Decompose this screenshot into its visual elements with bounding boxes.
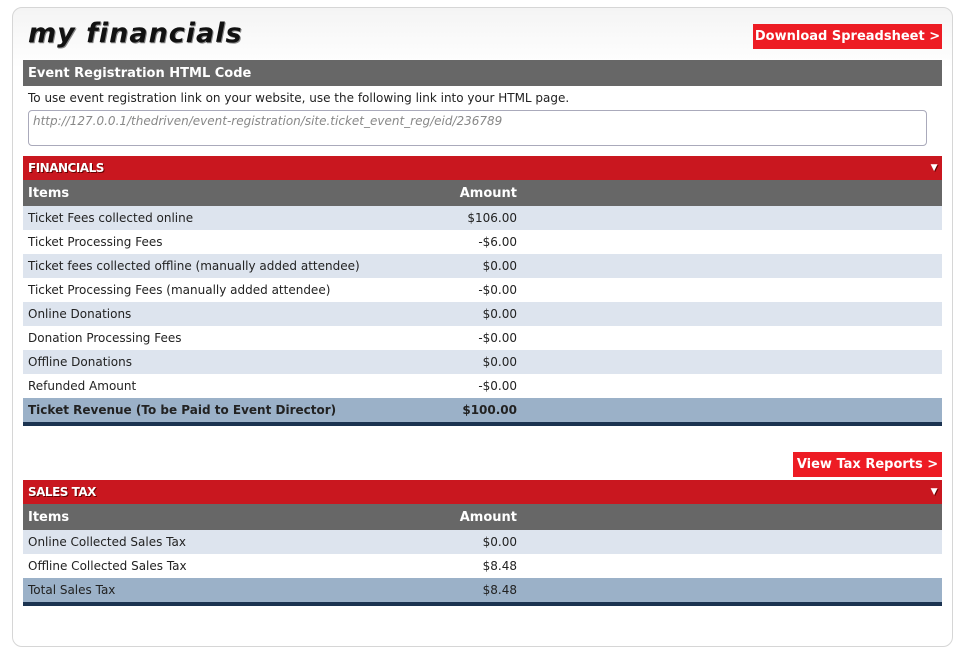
financials-section-toggle[interactable]: FINANCIALS ▼ [23, 156, 942, 180]
total-row: Ticket Revenue (To be Paid to Event Dire… [23, 398, 942, 422]
row-amount: $8.48 [482, 559, 517, 573]
col-items: Items [28, 509, 70, 525]
page-title: my financials [28, 18, 243, 49]
registration-description: To use event registration link on your w… [28, 91, 570, 105]
table-row: Ticket Processing Fees -$6.00 [23, 230, 942, 254]
table-header: Items Amount [23, 180, 942, 206]
table-row: Refunded Amount -$0.00 [23, 374, 942, 398]
row-item: Ticket fees collected offline (manually … [28, 259, 360, 273]
registration-link-field[interactable]: http://127.0.0.1/thedriven/event-registr… [28, 110, 927, 146]
row-item: Refunded Amount [28, 379, 137, 393]
total-amount: $8.48 [482, 583, 517, 597]
total-item: Total Sales Tax [28, 583, 116, 597]
row-item: Offline Donations [28, 355, 132, 369]
registration-header: Event Registration HTML Code [23, 60, 942, 86]
table-row: Donation Processing Fees -$0.00 [23, 326, 942, 350]
row-item: Online Collected Sales Tax [28, 535, 186, 549]
row-amount: -$0.00 [478, 379, 517, 393]
row-item: Ticket Processing Fees [28, 235, 163, 249]
row-amount: $0.00 [482, 307, 517, 321]
row-item: Ticket Processing Fees (manually added a… [28, 283, 331, 297]
row-amount: -$0.00 [478, 283, 517, 297]
table-row: Offline Collected Sales Tax $8.48 [23, 554, 942, 578]
table-row: Ticket Fees collected online $106.00 [23, 206, 942, 230]
row-item: Ticket Fees collected online [28, 211, 194, 225]
col-amount: Amount [459, 185, 517, 201]
row-amount: $0.00 [482, 355, 517, 369]
sales-tax-section-toggle[interactable]: SALES TAX ▼ [23, 480, 942, 504]
row-amount: $0.00 [482, 535, 517, 549]
table-row: Online Collected Sales Tax $0.00 [23, 530, 942, 554]
total-amount: $100.00 [462, 403, 517, 417]
total-row: Total Sales Tax $8.48 [23, 578, 942, 602]
row-amount: $106.00 [467, 211, 517, 225]
table-row: Offline Donations $0.00 [23, 350, 942, 374]
table-row: Ticket Processing Fees (manually added a… [23, 278, 942, 302]
table-header: Items Amount [23, 504, 942, 530]
table-row: Ticket fees collected offline (manually … [23, 254, 942, 278]
table-bottom-rule [23, 422, 942, 426]
row-item: Offline Collected Sales Tax [28, 559, 187, 573]
row-amount: $0.00 [482, 259, 517, 273]
table-bottom-rule [23, 602, 942, 606]
total-item: Ticket Revenue (To be Paid to Event Dire… [28, 403, 337, 417]
sales-tax-title: SALES TAX [28, 485, 96, 499]
row-amount: -$6.00 [478, 235, 517, 249]
row-amount: -$0.00 [478, 331, 517, 345]
table-row: Online Donations $0.00 [23, 302, 942, 326]
row-item: Donation Processing Fees [28, 331, 182, 345]
financials-title: FINANCIALS [28, 161, 104, 175]
caret-down-icon[interactable]: ▼ [930, 487, 938, 497]
download-spreadsheet-button[interactable]: Download Spreadsheet > [753, 24, 942, 49]
col-items: Items [28, 185, 70, 201]
caret-down-icon[interactable]: ▼ [930, 163, 938, 173]
col-amount: Amount [459, 509, 517, 525]
view-tax-reports-button[interactable]: View Tax Reports > [793, 452, 942, 477]
row-item: Online Donations [28, 307, 132, 321]
